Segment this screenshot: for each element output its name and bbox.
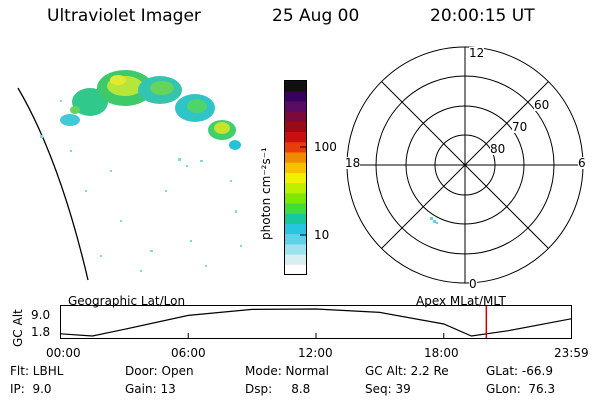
date-label: 25 Aug 00 — [272, 6, 360, 26]
lat-label-70: 70 — [512, 120, 528, 134]
colorbar-cell — [285, 121, 306, 133]
colorbar-cell — [285, 193, 306, 205]
colorbar-tick-100: 100 — [314, 140, 337, 154]
aurora-arc — [60, 70, 241, 150]
seq-info: Seq: 39 — [365, 382, 411, 396]
colorbar-cell — [285, 132, 306, 143]
background-speckle — [40, 100, 242, 272]
x-tick-0000: 00:00 — [46, 346, 81, 360]
gain-info: Gain: 13 — [125, 382, 176, 396]
filter-info: Flt: LBHL — [10, 364, 64, 378]
colorbar-cell — [285, 101, 306, 113]
x-tick-0600: 06:00 — [171, 346, 206, 360]
colorbar-cell — [285, 111, 306, 123]
colorbar-cell — [285, 203, 306, 215]
colorbar-cell — [285, 152, 306, 164]
mlt-label-6: 6 — [578, 156, 586, 170]
colorbar-cell — [285, 244, 306, 256]
instrument-title: Ultraviolet Imager — [47, 6, 201, 26]
timeline-frame — [60, 305, 572, 339]
ip-info: IP: 9.0 — [10, 382, 52, 396]
colorbar-cell — [285, 234, 306, 245]
door-info: Door: Open — [125, 364, 194, 378]
timeline-right-label: Apex MLat/MLT — [416, 294, 506, 308]
earth-limb-line — [17, 87, 89, 281]
colorbar-cell — [285, 183, 306, 194]
colorbar-cell — [285, 91, 306, 103]
colorbar-cell — [285, 264, 306, 276]
colorbar-unit-label: photon cm⁻²s⁻¹ — [259, 147, 273, 240]
polar-grid — [346, 46, 584, 284]
altitude-timeline-chart — [60, 305, 572, 339]
timeline-left-label: Geographic Lat/Lon — [68, 294, 186, 308]
mlt-label-18: 18 — [345, 156, 361, 170]
x-tick-2359: 23:59 — [554, 346, 589, 360]
mlt-label-0: 0 — [469, 277, 477, 291]
lat-label-60: 60 — [534, 98, 550, 112]
y-tick-low: 1.8 — [31, 325, 51, 339]
timeline-axis-title: GC Alt — [11, 309, 25, 347]
glon-info: GLon: 76.3 — [486, 382, 556, 396]
auroral-image — [17, 70, 242, 281]
mlt-label-12: 12 — [469, 46, 485, 60]
colorbar-cell — [285, 142, 306, 154]
gc-alt-info: GC Alt: 2.2 Re — [365, 364, 449, 378]
x-tick-1200: 12:00 — [298, 346, 333, 360]
color-bar — [284, 80, 307, 276]
dsp-info: Dsp: 8.8 — [245, 382, 311, 396]
lat-label-80: 80 — [490, 142, 506, 156]
glat-info: GLat: -66.9 — [486, 364, 553, 378]
y-tick-high: 9.0 — [31, 308, 51, 322]
altitude-line — [60, 308, 572, 337]
colorbar-cell — [285, 213, 306, 225]
colorbar-cell — [285, 223, 306, 235]
colorbar-cell — [285, 254, 306, 266]
polar-emission-spot — [430, 217, 438, 224]
colorbar-cell — [285, 162, 306, 174]
colorbar-cell — [285, 172, 306, 184]
colorbar-cell — [285, 81, 306, 92]
x-tick-1800: 18:00 — [424, 346, 459, 360]
mode-info: Mode: Normal — [245, 364, 329, 378]
time-label: 20:00:15 UT — [430, 6, 535, 26]
colorbar-tick-10: 10 — [314, 228, 330, 242]
